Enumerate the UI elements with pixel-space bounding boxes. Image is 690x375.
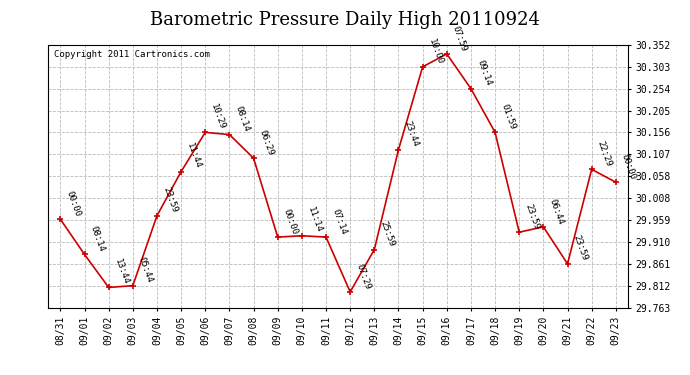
Text: Copyright 2011 Cartronics.com: Copyright 2011 Cartronics.com bbox=[54, 50, 210, 59]
Text: 00:00: 00:00 bbox=[620, 153, 638, 181]
Text: 25:59: 25:59 bbox=[379, 220, 396, 248]
Text: 08:14: 08:14 bbox=[89, 225, 106, 253]
Text: 00:00: 00:00 bbox=[65, 189, 82, 218]
Text: 07:29: 07:29 bbox=[355, 262, 372, 291]
Text: 06:44: 06:44 bbox=[548, 197, 565, 225]
Text: 13:44: 13:44 bbox=[113, 258, 130, 286]
Text: 01:59: 01:59 bbox=[500, 103, 517, 131]
Text: 23:59: 23:59 bbox=[161, 186, 179, 214]
Text: 06:29: 06:29 bbox=[258, 129, 275, 157]
Text: 08:14: 08:14 bbox=[234, 105, 251, 133]
Text: 05:44: 05:44 bbox=[137, 256, 155, 284]
Text: 23:59: 23:59 bbox=[572, 234, 589, 262]
Text: 22:29: 22:29 bbox=[596, 140, 613, 168]
Text: 10:00: 10:00 bbox=[427, 37, 444, 66]
Text: 07:59: 07:59 bbox=[451, 24, 469, 52]
Text: 10:29: 10:29 bbox=[210, 103, 227, 131]
Text: 07:14: 07:14 bbox=[331, 207, 348, 236]
Text: 23:44: 23:44 bbox=[403, 120, 420, 148]
Text: 09:14: 09:14 bbox=[475, 59, 493, 87]
Text: Barometric Pressure Daily High 20110924: Barometric Pressure Daily High 20110924 bbox=[150, 11, 540, 29]
Text: 23:59: 23:59 bbox=[524, 202, 541, 231]
Text: 11:44: 11:44 bbox=[186, 142, 203, 170]
Text: 00:00: 00:00 bbox=[282, 207, 299, 236]
Text: 11:14: 11:14 bbox=[306, 206, 324, 234]
